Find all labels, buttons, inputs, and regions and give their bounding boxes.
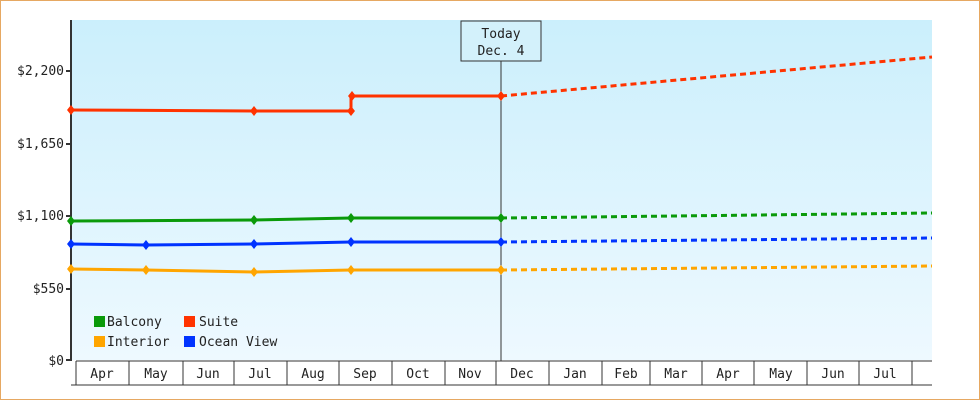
legend-swatch-suite <box>184 316 195 327</box>
data-point <box>347 265 355 275</box>
data-point <box>497 265 505 275</box>
data-point <box>497 91 505 101</box>
data-point <box>348 91 356 101</box>
today-date: Dec. 4 <box>478 44 525 59</box>
x-tick-label: Jul <box>873 367 896 382</box>
x-tick-label: Jun <box>196 367 219 382</box>
y-tick-label: $1,100 <box>17 209 64 224</box>
data-point <box>347 237 355 247</box>
x-tick-label: Jan <box>563 367 586 382</box>
legend-swatch-ocean-view <box>184 336 195 347</box>
x-axis: Apr May Jun Jul Aug Sep Oct Nov Dec Jan … <box>71 360 932 386</box>
legend-label-ocean-view: Ocean View <box>199 335 277 350</box>
series-suite <box>67 55 933 116</box>
y-tick-label: $0 <box>48 354 64 369</box>
legend-label-suite: Suite <box>199 315 238 330</box>
data-point <box>67 105 75 115</box>
data-point <box>250 215 258 225</box>
x-tick-label: May <box>144 367 168 382</box>
y-tick-label: $550 <box>33 282 64 297</box>
x-tick-label: Dec <box>510 367 533 382</box>
x-tick-label: Jul <box>248 367 271 382</box>
legend-label-interior: Interior <box>107 335 170 350</box>
today-marker: Today Dec. 4 <box>460 20 542 361</box>
legend-swatch-balcony <box>94 316 105 327</box>
data-point <box>250 267 258 277</box>
series-interior <box>67 264 933 277</box>
data-point <box>67 239 75 249</box>
x-tick-label: Sep <box>353 367 377 382</box>
x-tick-label: Feb <box>614 367 638 382</box>
legend-swatch-interior <box>94 336 105 347</box>
data-point <box>250 106 258 116</box>
today-box <box>460 20 542 62</box>
data-point <box>250 239 258 249</box>
series-ocean-view <box>67 236 933 250</box>
x-tick-label: Apr <box>90 367 114 382</box>
y-axis: $2,200 $1,650 $1,100 $550 $0 <box>17 20 72 369</box>
x-tick-label: Nov <box>458 367 482 382</box>
data-point <box>347 213 355 223</box>
x-tick-label: Apr <box>716 367 740 382</box>
data-point <box>67 264 75 274</box>
y-tick-label: $1,650 <box>17 137 64 152</box>
data-point <box>347 106 355 116</box>
data-point <box>497 237 505 247</box>
y-tick-label: $2,200 <box>17 64 64 79</box>
legend-label-balcony: Balcony <box>107 315 162 330</box>
legend: Balcony Suite Interior Ocean View <box>94 315 277 350</box>
x-tick-label: Aug <box>301 367 324 382</box>
data-point <box>497 213 505 223</box>
x-tick-label: Jun <box>821 367 844 382</box>
data-point <box>142 240 150 250</box>
series-balcony <box>67 211 933 226</box>
data-point <box>67 216 75 226</box>
x-tick-label: May <box>769 367 793 382</box>
x-tick-label: Mar <box>664 367 688 382</box>
data-point <box>142 265 150 275</box>
today-label: Today <box>481 27 520 42</box>
x-tick-label: Oct <box>406 367 429 382</box>
